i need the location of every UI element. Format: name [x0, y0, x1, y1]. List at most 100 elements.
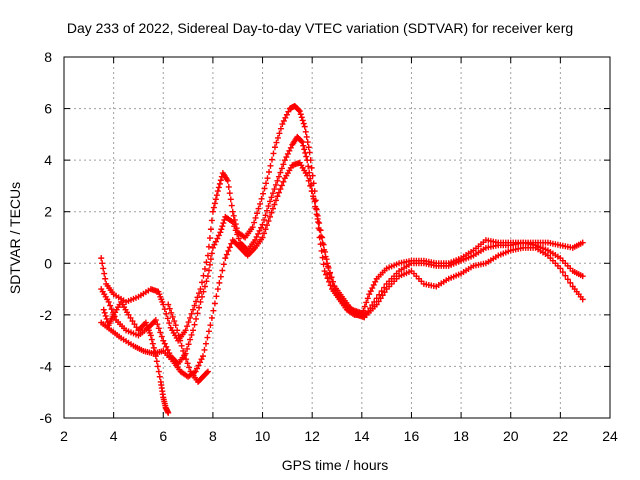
data-point: [253, 233, 260, 240]
data-point: [129, 318, 136, 325]
data-point: [329, 278, 336, 285]
data-point: [317, 227, 324, 234]
data-point: [148, 336, 155, 343]
x-tick-label: 20: [503, 428, 519, 444]
data-point: [191, 321, 198, 328]
data-point: [219, 267, 226, 274]
data-point: [215, 232, 222, 239]
data-point: [268, 194, 275, 201]
data-point: [165, 409, 172, 416]
data-point: [105, 298, 112, 305]
data-point: [249, 224, 256, 231]
data-point: [579, 296, 586, 303]
data-point: [165, 301, 172, 308]
data-point: [331, 282, 338, 289]
data-point: [209, 208, 216, 215]
data-point: [308, 181, 315, 188]
data-point: [196, 290, 203, 297]
data-point: [557, 265, 564, 272]
data-point: [100, 265, 107, 272]
data-point: [269, 190, 276, 197]
data-point: [308, 188, 315, 195]
x-tick-label: 18: [453, 428, 469, 444]
data-point: [217, 229, 224, 236]
data-point: [366, 291, 373, 298]
data-point: [367, 288, 374, 295]
data-point: [185, 341, 192, 348]
data-point: [204, 252, 211, 259]
data-point: [274, 134, 281, 141]
data-point: [216, 279, 223, 286]
data-point: [252, 237, 259, 244]
data-point: [361, 303, 368, 310]
data-point: [151, 348, 158, 355]
data-point: [101, 309, 108, 316]
data-point: [268, 156, 275, 163]
data-point: [378, 288, 385, 295]
data-point: [381, 289, 388, 296]
data-point: [208, 217, 215, 224]
data-point: [214, 188, 221, 195]
data-point: [164, 315, 171, 322]
data-point: [283, 111, 290, 118]
data-point: [305, 177, 312, 184]
data-point: [203, 369, 210, 376]
data-point: [375, 298, 382, 305]
data-point: [156, 373, 163, 380]
data-point: [303, 153, 310, 160]
x-tick-labels: 2 4 6 8 10 12 14 16 18 20 22 24: [60, 428, 618, 444]
data-point: [260, 190, 267, 197]
data-point: [197, 359, 204, 366]
data-point: [225, 183, 232, 190]
grid-lines: [64, 57, 610, 418]
axis-ticks: [63, 56, 611, 419]
data-point: [271, 201, 278, 208]
data-point: [201, 283, 208, 290]
data-point: [127, 314, 134, 321]
data-point: [263, 180, 270, 187]
data-point: [286, 147, 293, 154]
data-point: [196, 304, 203, 311]
data-point: [211, 300, 218, 307]
data-point: [268, 209, 275, 216]
data-point: [213, 192, 220, 199]
data-point: [224, 177, 231, 184]
data-point: [154, 363, 161, 370]
data-point: [315, 219, 322, 226]
data-point: [217, 177, 224, 184]
data-point: [310, 193, 317, 200]
data-point: [332, 287, 339, 294]
data-point: [225, 247, 232, 254]
data-point: [270, 150, 277, 157]
data-point: [198, 356, 205, 363]
data-point: [201, 265, 208, 272]
data-point: [131, 321, 138, 328]
data-point: [262, 226, 269, 233]
data-point: [101, 270, 108, 277]
data-point: [226, 190, 233, 197]
data-point: [229, 208, 236, 215]
data-point: [265, 217, 272, 224]
data-point: [278, 182, 285, 189]
data-point: [100, 306, 107, 313]
data-point: [325, 263, 332, 270]
data-point: [201, 346, 208, 353]
data-point: [302, 128, 309, 135]
data-point: [171, 318, 178, 325]
data-point: [107, 302, 114, 309]
data-point: [163, 343, 170, 350]
data-point: [177, 337, 184, 344]
data-point: [261, 230, 268, 237]
data-point: [252, 214, 259, 221]
data-point: [304, 139, 311, 146]
x-tick-label: 2: [60, 428, 68, 444]
data-point: [298, 114, 305, 121]
data-point: [257, 200, 264, 207]
data-point: [155, 325, 162, 332]
data-point: [234, 231, 241, 238]
data-point: [208, 250, 215, 257]
data-point: [218, 226, 225, 233]
data-point: [300, 120, 307, 127]
series-track-d: [100, 298, 172, 416]
data-point: [204, 334, 211, 341]
